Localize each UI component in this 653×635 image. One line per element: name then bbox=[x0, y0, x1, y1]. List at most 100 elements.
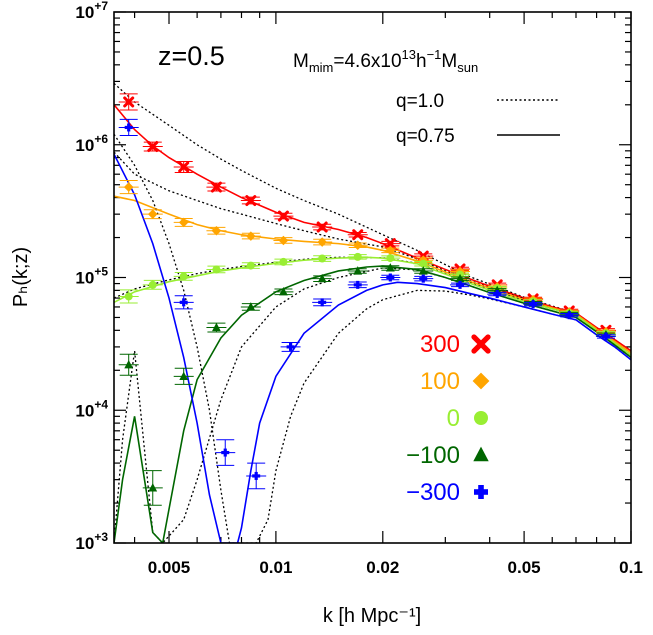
data-point-series-2 bbox=[240, 261, 261, 270]
legend-marker-series-4 bbox=[474, 485, 488, 499]
point-marker bbox=[210, 181, 222, 193]
marker-stroke bbox=[352, 229, 364, 241]
data-point-series-2 bbox=[118, 289, 139, 304]
point-marker bbox=[384, 238, 396, 250]
data-point-series-4 bbox=[413, 274, 434, 283]
data-point-series-4 bbox=[595, 332, 616, 341]
point-marker bbox=[179, 272, 188, 281]
point-marker bbox=[124, 123, 133, 132]
data-point-series-4 bbox=[450, 280, 471, 289]
data-point-series-1 bbox=[312, 237, 333, 247]
x-tick-label: 0.01 bbox=[259, 558, 292, 577]
data-point-series-2 bbox=[173, 271, 194, 281]
plot-frame bbox=[113, 11, 632, 544]
point-marker bbox=[212, 322, 221, 332]
marker-stroke bbox=[210, 181, 222, 193]
point-marker bbox=[601, 332, 610, 341]
redshift-label: z=0.5 bbox=[158, 41, 225, 71]
point-marker bbox=[352, 240, 363, 251]
model-q075-curve-4 bbox=[114, 153, 631, 543]
point-marker bbox=[386, 254, 395, 263]
data-point-series-1 bbox=[240, 231, 261, 241]
data-point-series-4 bbox=[173, 295, 194, 310]
data-point-series-2 bbox=[206, 265, 227, 274]
point-marker bbox=[124, 359, 134, 369]
x-tick-label: 0.1 bbox=[619, 558, 643, 577]
data-point-series-2 bbox=[273, 257, 294, 266]
model-q075-curve-3 bbox=[114, 265, 631, 543]
legend-label-series-2: 0 bbox=[447, 405, 460, 432]
point-marker bbox=[419, 259, 428, 268]
y-tick-label: 10+3 bbox=[75, 530, 108, 553]
x-axis-title: k [h Mpc⁻¹] bbox=[323, 605, 421, 627]
data-point-series-0 bbox=[206, 181, 227, 193]
data-point-series-4 bbox=[347, 280, 368, 289]
data-point-series-2 bbox=[347, 252, 368, 261]
data-point-series-2 bbox=[142, 279, 163, 290]
data-point-series-4 bbox=[280, 341, 301, 352]
point-marker bbox=[353, 252, 362, 261]
point-marker bbox=[385, 245, 396, 256]
point-marker bbox=[318, 254, 327, 263]
marker-stroke bbox=[147, 141, 159, 153]
point-marker bbox=[246, 231, 256, 241]
point-marker bbox=[279, 257, 288, 266]
data-point-series-3 bbox=[347, 266, 368, 275]
data-point-series-0 bbox=[118, 93, 139, 111]
point-marker bbox=[147, 141, 159, 153]
data-point-series-4 bbox=[246, 462, 267, 490]
point-marker bbox=[318, 298, 327, 307]
point-marker bbox=[221, 448, 230, 457]
data-point-series-3 bbox=[118, 353, 139, 376]
y-tick-label: 10+6 bbox=[75, 132, 108, 155]
data-point-series-3 bbox=[240, 302, 261, 311]
legend-q1-label: q=1.0 bbox=[396, 91, 444, 112]
point-marker bbox=[419, 274, 428, 283]
point-marker bbox=[455, 273, 465, 283]
point-marker bbox=[245, 195, 257, 207]
data-point-series-3 bbox=[450, 273, 471, 283]
marker-stroke bbox=[178, 161, 190, 173]
data-point-series-1 bbox=[347, 240, 368, 251]
data-point-series-0 bbox=[347, 229, 368, 241]
point-marker bbox=[211, 225, 222, 236]
data-point-series-0 bbox=[240, 195, 261, 207]
marker-stroke bbox=[277, 210, 289, 222]
point-marker bbox=[316, 221, 328, 233]
point-marker bbox=[352, 229, 364, 241]
point-marker bbox=[386, 273, 395, 282]
point-marker bbox=[385, 263, 395, 272]
data-point-series-3 bbox=[380, 263, 401, 272]
point-marker bbox=[493, 290, 502, 299]
point-marker bbox=[529, 300, 538, 309]
data-point-series-1 bbox=[173, 217, 194, 228]
data-point-series-4 bbox=[523, 300, 544, 309]
point-marker bbox=[418, 266, 428, 275]
point-marker bbox=[147, 209, 158, 219]
point-marker bbox=[353, 280, 362, 289]
point-marker bbox=[124, 292, 133, 301]
point-marker bbox=[456, 280, 465, 289]
x-tick-label: 0.02 bbox=[366, 558, 399, 577]
legend-marker-series-0 bbox=[471, 334, 491, 354]
x-tick-label: 0.05 bbox=[508, 558, 541, 577]
marker-stroke bbox=[316, 221, 328, 233]
data-point-series-3 bbox=[173, 367, 194, 385]
point-marker bbox=[123, 96, 135, 108]
point-marker bbox=[317, 273, 327, 283]
marker-stroke bbox=[471, 334, 491, 354]
point-marker bbox=[123, 182, 134, 192]
data-point-series-3 bbox=[142, 470, 163, 506]
model-q1-curve-2 bbox=[114, 256, 631, 356]
data-point-series-1 bbox=[273, 235, 294, 246]
data-point-series-4 bbox=[215, 439, 236, 466]
data-point-series-2 bbox=[380, 254, 401, 263]
point-marker bbox=[148, 280, 157, 289]
data-point-series-4 bbox=[559, 311, 580, 320]
y-tick-label: 10+4 bbox=[75, 397, 108, 420]
data-point-series-3 bbox=[312, 273, 333, 283]
data-point-series-0 bbox=[142, 141, 163, 153]
data-point-series-1 bbox=[380, 245, 401, 256]
legend-marker-series-1 bbox=[472, 372, 490, 390]
data-point-series-4 bbox=[487, 290, 508, 299]
